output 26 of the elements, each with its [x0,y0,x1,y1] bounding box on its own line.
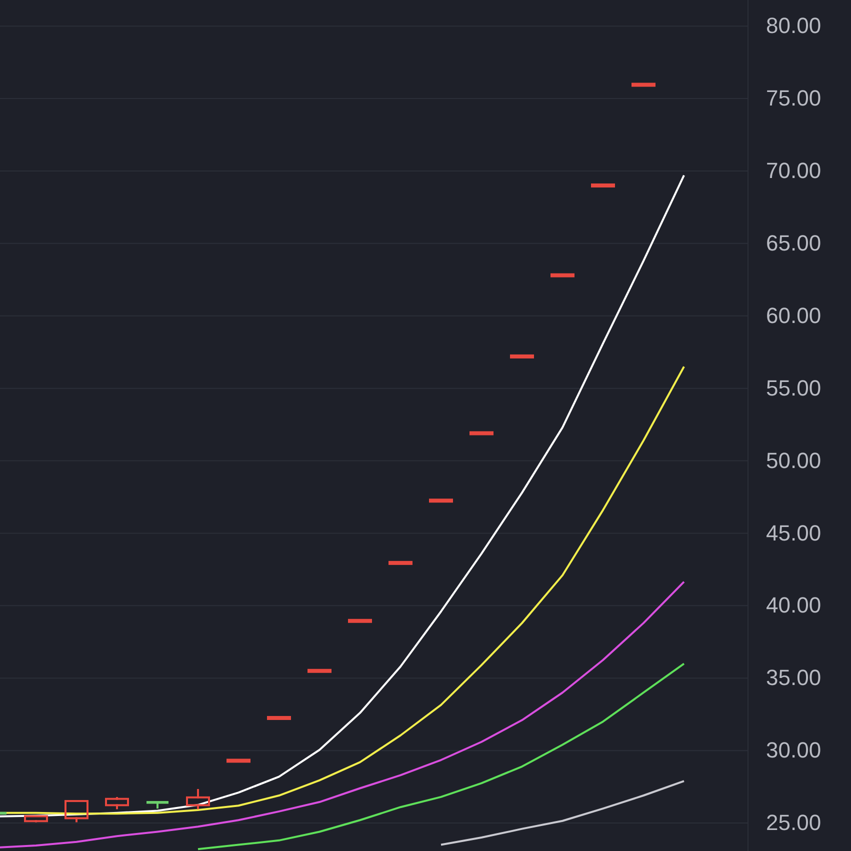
line-series [440,780,685,846]
candlestick [308,668,332,673]
candlestick [550,273,574,278]
y-tick-label: 75.00 [766,86,822,111]
candlestick [226,758,250,763]
candlestick [186,788,210,810]
candlestick [267,716,291,720]
y-tick-label: 25.00 [766,810,822,836]
y-tick-label: 40.00 [766,592,822,618]
candlestick [510,354,534,358]
y-tick-label: 30.00 [766,738,822,763]
candlestick [348,618,372,623]
y-tick-label: 50.00 [766,448,822,473]
y-tick-label: 45.00 [766,520,822,546]
line-series [197,662,685,850]
y-tick-label: 80.00 [766,13,822,38]
y-tick-label: 35.00 [766,665,822,690]
candlestick [470,431,494,436]
y-tick-label: 55.00 [766,375,822,400]
candlestick [591,183,615,188]
candlestick [388,560,412,565]
candlestick [429,498,453,503]
y-tick-label: 65.00 [766,230,822,256]
y-tick-label: 60.00 [766,302,822,328]
y-tick-label: 70.00 [766,158,822,184]
candlestick [632,82,656,87]
